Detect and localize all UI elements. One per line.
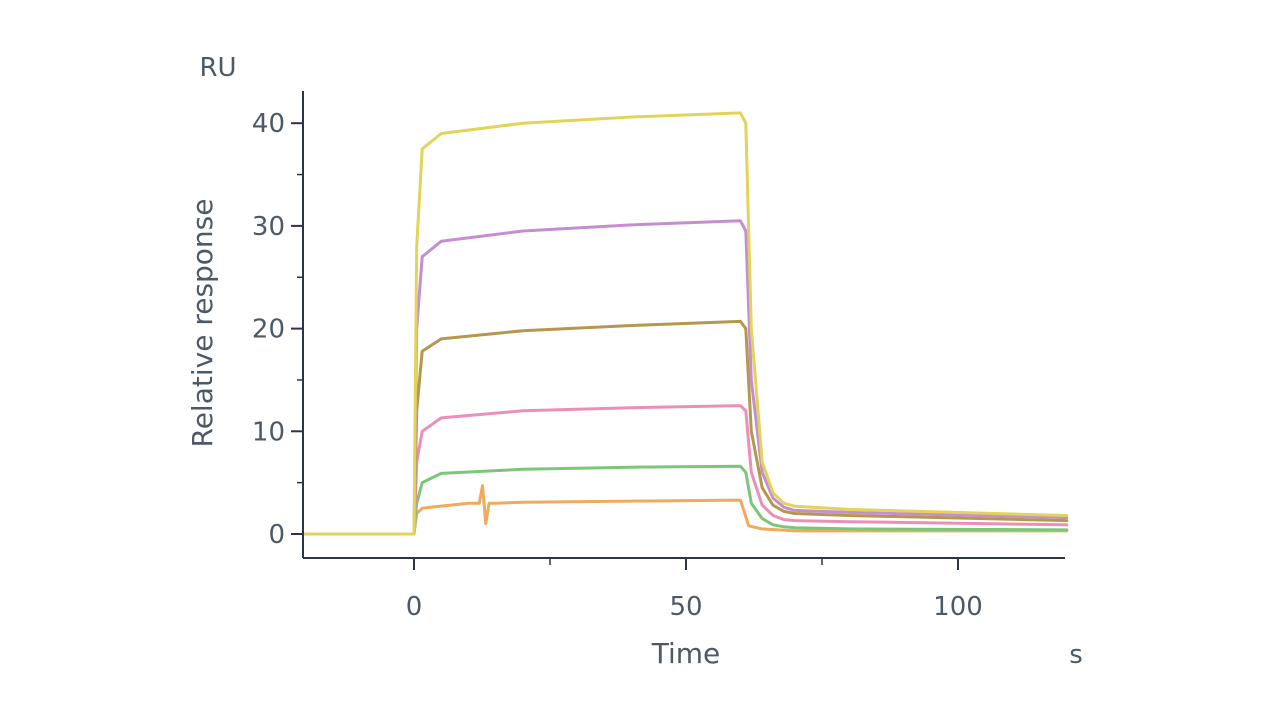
axes-layer bbox=[302, 91, 1065, 559]
x-unit-label: s bbox=[1069, 640, 1083, 670]
x-tick-label: 50 bbox=[669, 592, 702, 622]
y-tick-label: 10 bbox=[252, 417, 285, 447]
x-axis-title: Time bbox=[651, 637, 721, 670]
series-layer bbox=[303, 111, 1069, 536]
series-line-2 bbox=[303, 219, 1069, 536]
y-axis-title: Relative response bbox=[186, 199, 219, 448]
y-tick-label: 40 bbox=[252, 109, 285, 139]
y-tick-label: 0 bbox=[268, 520, 285, 550]
series-line-1 bbox=[303, 111, 1069, 536]
series-line-5 bbox=[303, 464, 1069, 536]
y-tick-label: 20 bbox=[252, 315, 285, 345]
y-unit-label: RU bbox=[199, 53, 236, 83]
series-line-3 bbox=[303, 319, 1069, 536]
ticks-layer: 0 10 20 30 40 0 50 100 bbox=[252, 109, 983, 622]
x-tick-label: 0 bbox=[406, 592, 423, 622]
y-tick-label: 30 bbox=[252, 212, 285, 242]
series-line-4 bbox=[303, 404, 1069, 536]
series-line-6 bbox=[303, 484, 1069, 536]
x-tick-label: 100 bbox=[933, 592, 983, 622]
